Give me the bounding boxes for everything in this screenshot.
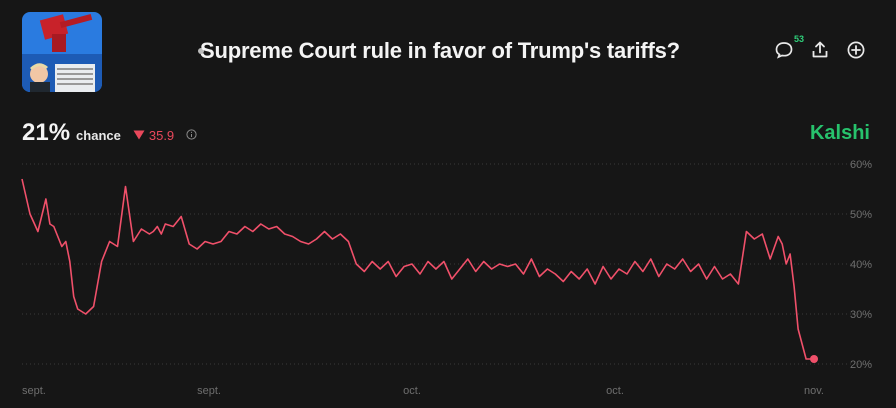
share-button[interactable] <box>810 40 832 62</box>
probability-chart: 20% 30% 40% 50% 60% sept. sept. oct. oct. nov. <box>21 159 872 397</box>
comment-count: 53 <box>793 34 804 44</box>
share-icon <box>812 41 828 58</box>
series-line <box>21 178 814 360</box>
y-tick-label: 40% <box>850 259 872 271</box>
y-tick-label: 60% <box>850 159 872 171</box>
x-tick-label: oct. <box>403 385 421 397</box>
current-value-marker <box>810 355 819 363</box>
add-button[interactable] <box>846 40 868 62</box>
x-tick-label: nov. <box>804 385 824 397</box>
comment-icon <box>775 42 793 59</box>
down-triangle-icon <box>133 130 145 140</box>
probability-summary: 21% chance 35.9 <box>22 119 197 147</box>
x-tick-label: oct. <box>606 385 624 397</box>
add-icon <box>847 41 865 59</box>
x-tick-label: sept. <box>197 385 221 397</box>
x-tick-label: sept. <box>22 385 46 397</box>
y-axis-labels: 20% 30% 40% 50% 60% <box>850 159 872 371</box>
probability-value: 21% <box>22 119 71 146</box>
probability-label: chance <box>76 128 121 143</box>
info-icon <box>186 129 197 140</box>
probability-change: 35.9 <box>133 128 174 143</box>
comment-button[interactable]: 53 <box>774 34 804 62</box>
market-thumbnail <box>22 12 102 92</box>
market-title: Supreme Court rule in favor of Trump's t… <box>200 38 680 63</box>
kalshi-logo: Kalshi <box>809 122 870 144</box>
x-axis-labels: sept. sept. oct. oct. nov. <box>22 385 824 397</box>
y-tick-label: 30% <box>850 309 872 321</box>
action-icons: 53 <box>774 34 868 62</box>
chart-grid <box>22 163 872 365</box>
y-tick-label: 20% <box>850 359 872 371</box>
change-value: 35.9 <box>148 127 175 143</box>
y-tick-label: 50% <box>850 209 872 221</box>
title-bullet <box>198 48 204 54</box>
info-button[interactable] <box>186 129 197 143</box>
